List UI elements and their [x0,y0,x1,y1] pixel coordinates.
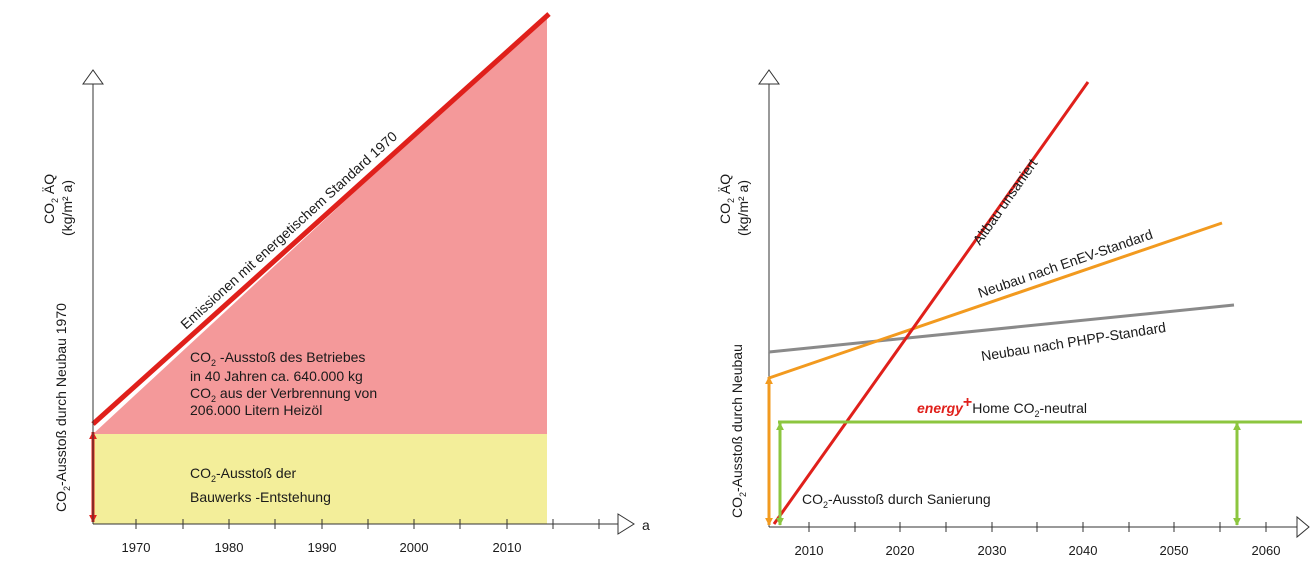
enev-label: Neubau nach EnEV-Standard [976,226,1155,301]
right-y-axis-unit: (kg/m² a) [735,180,751,236]
svg-text:CO2 ÄQ: CO2 ÄQ [41,174,60,224]
left-x-axis-arrowhead [617,513,635,535]
left-x-tick-label: 1990 [308,540,337,555]
left-x-axis-unit: a [642,517,650,533]
right-x-axis-arrowhead [1296,515,1310,539]
right-y-axis-label: CO2 ÄQ (kg/m² a) [717,174,751,236]
y-label-tail: ÄQ [41,174,57,198]
energy-co2-sub: 2 [1035,409,1040,419]
svg-text:CO2 aus der Verbrennung von: CO2 aus der Verbrennung von [190,385,377,404]
side-label-co: CO [53,491,69,512]
sanierung-label: CO2-Ausstoß durch Sanierung [802,491,991,510]
series-phpp-line [768,303,1235,354]
altbau-label: Altbau unsaniert [969,156,1040,248]
left-y-axis-arrowhead [82,69,104,85]
svg-text:CO2-Ausstoß durch Neubau: CO2-Ausstoß durch Neubau [729,344,748,518]
energy-neutral-text: -neutral [1040,400,1087,416]
r-side-tail: -Ausstoß durch Neubau [729,344,745,492]
emissions-line [91,12,551,426]
construction-text: CO2-Ausstoß der Bauwerks -Entstehung [190,465,331,505]
left-x-tick-label: 2010 [493,540,522,555]
energy-home-text: Home CO [972,400,1034,416]
san-sub: 2 [823,500,828,510]
right-x-tick-label: 2030 [978,543,1007,558]
energy-plus-sup: + [963,394,972,411]
svg-text:CO2-Ausstoß der: CO2-Ausstoß der [190,465,296,484]
right-x-tick-label: 2040 [1069,543,1098,558]
left-y-axis-unit: (kg/m² a) [59,180,75,236]
r-y-label-tail: ÄQ [717,174,733,198]
left-x-tick-label: 1980 [215,540,244,555]
right-chart: 2010 2020 2030 2040 2050 2060 CO2 ÄQ (kg… [717,69,1310,558]
right-x-tick-label: 2050 [1160,543,1189,558]
left-y-axis-label: CO2 ÄQ (kg/m² a) [41,174,75,236]
phpp-label: Neubau nach PHPP-Standard [980,319,1167,364]
r-side-sub: 2 [738,492,748,497]
op-l3-sub: 2 [211,394,216,404]
op-l1-co: CO [190,349,211,365]
r-y-label-sub: 2 [726,198,736,203]
operation-text: CO2 -Ausstoß des Betriebes in 40 Jahren … [190,349,377,418]
r-y-label-co: CO [717,203,733,224]
side-label-sub: 2 [62,486,72,491]
side-label-tail: -Ausstoß durch Neubau 1970 [53,303,69,486]
energyplus-label: energy+Home CO2-neutral [917,394,1087,419]
op-l4: 206.000 Litern Heizöl [190,402,322,418]
right-side-label: CO2-Ausstoß durch Neubau [729,344,748,518]
y-label-co: CO [41,203,57,224]
right-y-axis-arrowhead [758,69,780,85]
op-l3-co: CO [190,385,211,401]
san-tail: -Ausstoß durch Sanierung [828,491,991,507]
left-chart: 1970 1980 1990 2000 2010 a CO2 ÄQ (kg/m²… [41,12,650,555]
op-l3-tail: aus der Verbrennung von [216,385,377,401]
energy-word: energy [917,400,964,416]
san-co: CO [802,491,823,507]
left-x-tick-label: 2000 [400,540,429,555]
left-x-tick-label: 1970 [122,540,151,555]
con-l2: Bauwerks -Entstehung [190,489,331,505]
right-x-tick-label: 2020 [886,543,915,558]
left-side-label: CO2-Ausstoß durch Neubau 1970 [53,303,72,512]
op-l1-sub: 2 [211,358,216,368]
op-l2: in 40 Jahren ca. 640.000 kg [190,368,363,384]
svg-text:CO2 ÄQ: CO2 ÄQ [717,174,736,224]
con-l1-tail: -Ausstoß der [216,465,296,481]
right-x-tick-label: 2010 [795,543,824,558]
r-side-co: CO [729,497,745,518]
left-x-ticks: 1970 1980 1990 2000 2010 [122,519,600,555]
construction-emissions-area [93,434,547,524]
y-label-sub: 2 [50,198,60,203]
series-enev-line [768,221,1223,380]
op-l1-tail: -Ausstoß des Betriebes [216,349,365,365]
right-x-ticks: 2010 2020 2030 2040 2050 2060 [795,522,1281,558]
con-l1-co: CO [190,465,211,481]
con-l1-sub: 2 [211,474,216,484]
right-x-tick-label: 2060 [1252,543,1281,558]
svg-text:CO2 -Ausstoß des Betriebes: CO2 -Ausstoß des Betriebes [190,349,365,368]
svg-text:CO2-Ausstoß durch Neubau 1970: CO2-Ausstoß durch Neubau 1970 [53,303,72,512]
series-altbau-line [772,81,1090,525]
